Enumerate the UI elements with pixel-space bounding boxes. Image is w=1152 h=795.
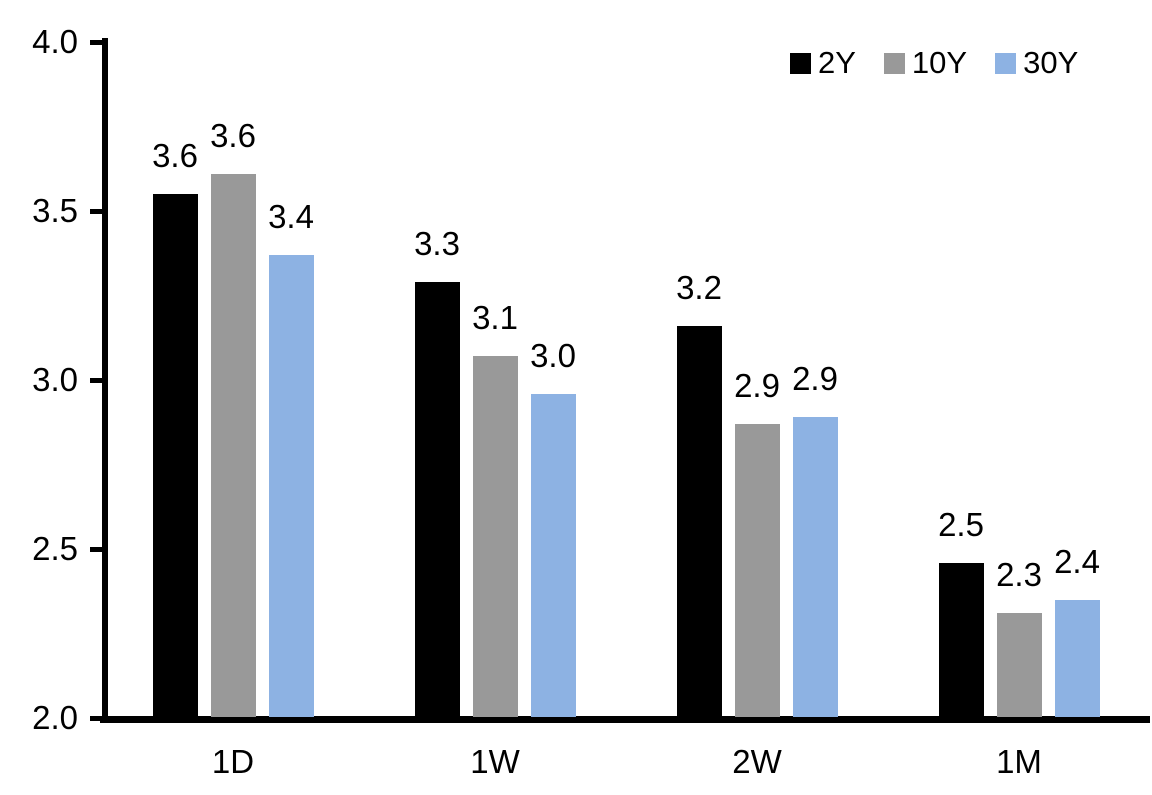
- bar-value-label-2y-1d: 3.6: [152, 137, 198, 175]
- bar-2y-1w: [414, 281, 460, 717]
- bar-2y-1m: [938, 562, 984, 717]
- y-tick-label-3-5: 3.5: [32, 192, 78, 229]
- y-tick-label-2-5: 2.5: [32, 530, 78, 567]
- legend-swatch-icon-2y: [790, 52, 811, 74]
- y-tick-mark-3-5: [90, 208, 103, 214]
- legend-label-30y: 30Y: [1023, 45, 1079, 80]
- bar-value-label-30y-1d: 3.4: [268, 197, 314, 235]
- bar-10y-1w: [472, 356, 518, 717]
- legend-item-2y: 2Y: [790, 47, 856, 79]
- bar-value-label-2y-1m: 2.5: [938, 505, 984, 543]
- x-tick-label-1m: 1M: [996, 743, 1042, 780]
- bar-10y-2w: [734, 423, 780, 717]
- y-axis-line: [102, 38, 108, 723]
- bar-value-label-10y-2w: 2.9: [734, 366, 780, 404]
- bar-value-label-30y-2w: 2.9: [792, 360, 838, 398]
- legend: 2Y 10Y 30Y: [790, 47, 1078, 79]
- x-tick-label-1w: 1W: [470, 743, 520, 780]
- legend-label-2y: 2Y: [818, 45, 856, 80]
- y-tick-label-2-0: 2.0: [32, 699, 78, 736]
- y-tick-mark-4-0: [90, 39, 103, 45]
- bar-30y-1d: [268, 254, 314, 717]
- legend-item-10y: 10Y: [883, 45, 968, 80]
- legend-item-30y: 30Y: [995, 47, 1078, 79]
- bar-value-label-10y-1w: 3.1: [472, 299, 518, 337]
- bar-30y-2w: [792, 417, 838, 717]
- bar-2y-1d: [152, 194, 198, 717]
- y-tick-label-4-0: 4.0: [32, 23, 78, 60]
- bar-value-label-2y-1w: 3.3: [414, 224, 460, 262]
- bar-30y-1w: [530, 393, 576, 717]
- x-tick-label-2w: 2W: [732, 743, 782, 780]
- bar-10y-1m: [996, 613, 1042, 717]
- legend-swatch-icon-30y: [995, 52, 1017, 74]
- y-tick-mark-2-0: [90, 715, 103, 721]
- bar-value-label-10y-1m: 2.3: [996, 556, 1042, 594]
- bar-value-label-30y-1w: 3.0: [530, 336, 576, 374]
- x-tick-label-1d: 1D: [211, 743, 255, 780]
- x-axis-line: [100, 716, 1150, 723]
- legend-label-10y: 10Y: [911, 45, 968, 80]
- bar-30y-1m: [1054, 599, 1100, 717]
- bar-value-label-10y-1d: 3.6: [210, 116, 256, 154]
- legend-swatch-icon-10y: [883, 52, 905, 74]
- bar-value-label-2y-2w: 3.2: [676, 268, 722, 306]
- bar-10y-1d: [210, 173, 256, 717]
- y-tick-mark-2-5: [90, 546, 103, 552]
- y-tick-mark-3-0: [90, 377, 103, 383]
- bar-2y-2w: [676, 325, 722, 717]
- y-tick-label-3-0: 3.0: [32, 361, 78, 398]
- bar-value-label-30y-1m: 2.4: [1054, 542, 1100, 580]
